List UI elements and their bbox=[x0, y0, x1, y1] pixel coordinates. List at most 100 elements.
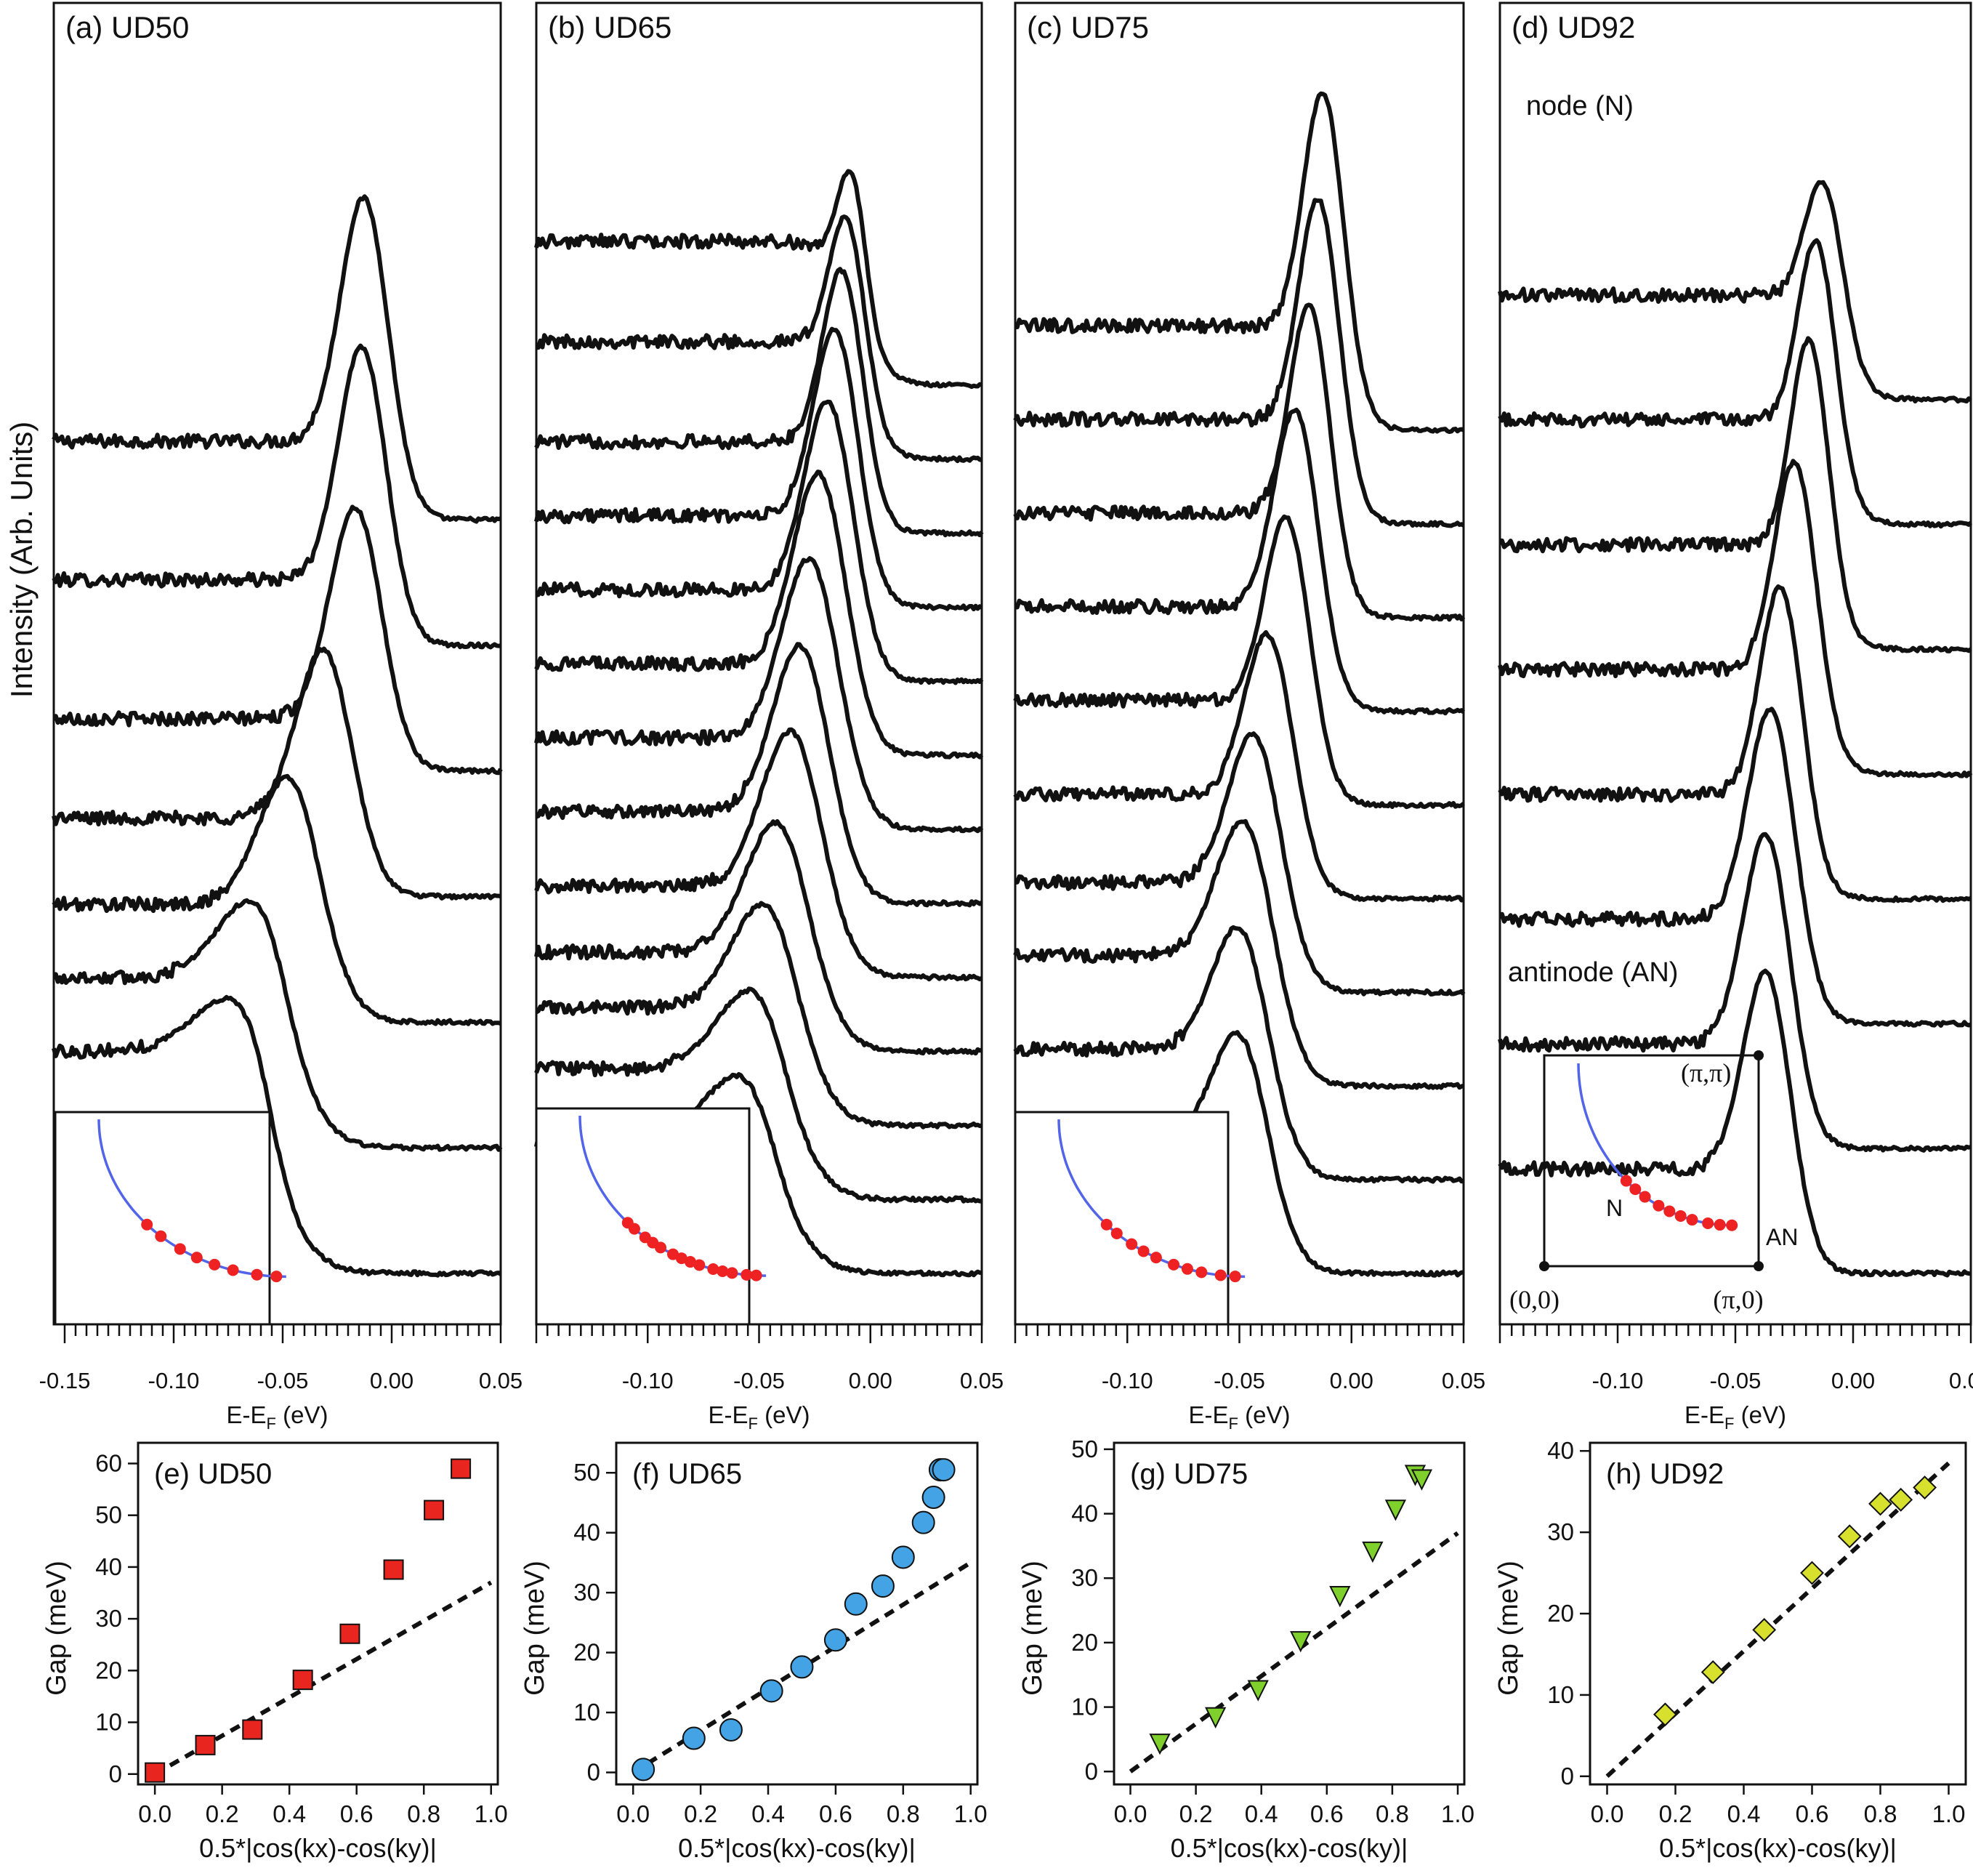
fermi-surface-arc bbox=[1577, 1063, 1732, 1227]
x-tick-label: -0.05 bbox=[257, 1368, 309, 1393]
bz-label-pi0: (π,0) bbox=[1713, 1285, 1763, 1314]
y-tick-label: 10 bbox=[1547, 1681, 1574, 1708]
k-point-dot bbox=[1126, 1238, 1138, 1250]
x-tick-label: 0.05 bbox=[479, 1368, 522, 1393]
k-point-dot bbox=[141, 1218, 153, 1231]
data-point bbox=[1411, 1469, 1433, 1491]
y-tick-label: 10 bbox=[1071, 1694, 1098, 1720]
data-point bbox=[844, 1592, 868, 1616]
bz-label-pipi: (π,π) bbox=[1681, 1058, 1731, 1087]
node-annotation: node (N) bbox=[1526, 91, 1634, 121]
bz-corner-dot bbox=[1754, 1050, 1764, 1060]
data-point bbox=[1205, 1707, 1227, 1729]
y-tick-label: 30 bbox=[1071, 1564, 1098, 1591]
data-point bbox=[632, 1758, 655, 1782]
x-axis-label: E-EF (eV) bbox=[1684, 1401, 1786, 1433]
y-tick-label: 10 bbox=[573, 1699, 600, 1726]
data-point bbox=[891, 1545, 915, 1569]
data-point bbox=[242, 1719, 263, 1740]
data-point bbox=[1653, 1702, 1677, 1727]
data-point bbox=[1800, 1561, 1824, 1585]
k-point-dot bbox=[707, 1263, 719, 1276]
edc-curve bbox=[1499, 706, 1972, 1028]
antinode-annotation: antinode (AN) bbox=[1508, 957, 1678, 988]
fermi-surface-inset bbox=[535, 1107, 751, 1326]
gap-panels: (e) UD50 0.0 0.2 0.4 0.6 0.8 1.0 0 10 20 30 40 50 60 0… bbox=[41, 1436, 1967, 1863]
y-tick-label: 30 bbox=[573, 1579, 600, 1606]
fermi-surface-inset bbox=[1014, 1111, 1230, 1326]
y-tick-label: 30 bbox=[95, 1605, 122, 1632]
data-point bbox=[1889, 1487, 1913, 1512]
k-point-dot bbox=[1629, 1183, 1642, 1196]
x-tick-label: -0.05 bbox=[1710, 1368, 1762, 1393]
panel-label: (c) UD75 bbox=[1027, 10, 1149, 44]
bz-label-node: N bbox=[1606, 1195, 1623, 1221]
k-point-dot bbox=[655, 1241, 667, 1254]
edc-curve bbox=[534, 169, 983, 390]
x-tick-label: 1.0 bbox=[954, 1800, 988, 1827]
k-point-dot bbox=[1686, 1214, 1698, 1226]
edc-curve bbox=[535, 901, 983, 1130]
k-point-dot bbox=[174, 1243, 186, 1255]
x-tick-label: 0.2 bbox=[684, 1800, 717, 1827]
data-point bbox=[871, 1574, 895, 1598]
k-point-dot bbox=[1663, 1205, 1676, 1217]
x-tick-label: 0.8 bbox=[407, 1800, 440, 1827]
edc-curve bbox=[1013, 629, 1465, 903]
edc-curve bbox=[1014, 91, 1465, 435]
edc-panel-d: -0.10 -0.05 0.00 0.05 E-EF (eV) (d) UD92 node … bbox=[1498, 1, 1973, 1433]
y-tick-label: 40 bbox=[573, 1519, 600, 1546]
edc-curve bbox=[1499, 336, 1972, 653]
gap-panel-g: (g) UD75 0.0 0.2 0.4 0.6 0.8 1.0 0 10 20 30 40 50 0.5… bbox=[1017, 1436, 1474, 1863]
panel-frame bbox=[52, 1, 502, 1326]
x-tick-label: -0.10 bbox=[1592, 1368, 1644, 1393]
x-axis-label: 0.5*|cos(kx)-cos(ky)| bbox=[1171, 1833, 1408, 1863]
x-tick-label: 1.0 bbox=[475, 1800, 508, 1827]
k-point-dot bbox=[726, 1267, 738, 1279]
k-point-dot bbox=[1150, 1252, 1162, 1264]
edc-panel-b: -0.10 -0.05 0.00 0.05 E-EF (eV) (b) UD65 bbox=[534, 1, 1004, 1433]
edc-curve bbox=[534, 326, 983, 612]
bz-label-antinode: AN bbox=[1766, 1224, 1798, 1250]
y-tick-label: 60 bbox=[95, 1449, 122, 1476]
k-point-dot bbox=[1195, 1266, 1208, 1279]
data-point bbox=[1837, 1524, 1862, 1549]
panel-title: (e) UD50 bbox=[154, 1458, 272, 1490]
x-tick-label: -0.15 bbox=[39, 1368, 91, 1393]
k-point-dot bbox=[1110, 1227, 1123, 1239]
edc-curve bbox=[1013, 818, 1464, 1090]
x-tick-label: 0.4 bbox=[1245, 1800, 1278, 1827]
k-point-dot bbox=[227, 1264, 239, 1276]
x-tick-label: 0.0 bbox=[138, 1800, 172, 1827]
y-tick-label: 0 bbox=[109, 1760, 122, 1787]
k-point-dot bbox=[1214, 1269, 1227, 1281]
x-tick-label: 0.2 bbox=[1179, 1800, 1213, 1827]
k-point-dot bbox=[251, 1268, 263, 1281]
x-axis-label: E-EF (eV) bbox=[1189, 1401, 1291, 1433]
x-tick-label: 0.4 bbox=[751, 1800, 785, 1827]
data-point bbox=[195, 1734, 216, 1755]
k-point-dot bbox=[750, 1269, 762, 1281]
edc-curve bbox=[536, 214, 983, 464]
x-tick-label: 0.0 bbox=[616, 1800, 650, 1827]
k-point-dot bbox=[155, 1230, 167, 1242]
y-tick-label: 20 bbox=[1547, 1600, 1574, 1627]
edc-panel-a: -0.15 -0.10 -0.05 0.00 0.05 E-EF (eV) (a) UD50 bbox=[39, 1, 522, 1433]
k-point-dot bbox=[1137, 1245, 1150, 1257]
y-tick-label: 20 bbox=[573, 1639, 600, 1666]
k-point-dot bbox=[675, 1252, 687, 1265]
data-point bbox=[1247, 1680, 1269, 1702]
data-point bbox=[1700, 1660, 1725, 1684]
edc-curve bbox=[52, 194, 501, 524]
y-axis-label: Gap (meV) bbox=[520, 1561, 550, 1696]
panel-frame bbox=[1113, 1441, 1466, 1786]
edc-curve bbox=[1013, 198, 1465, 528]
y-axis-label: Gap (meV) bbox=[41, 1561, 72, 1696]
data-point bbox=[451, 1458, 472, 1479]
y-tick-label: 0 bbox=[587, 1759, 600, 1786]
x-axis-label: E-EF (eV) bbox=[227, 1401, 328, 1433]
x-tick-label: -0.05 bbox=[1214, 1368, 1265, 1393]
panel-title: (h) UD92 bbox=[1606, 1458, 1724, 1490]
x-tick-label: 0.2 bbox=[1659, 1800, 1692, 1827]
